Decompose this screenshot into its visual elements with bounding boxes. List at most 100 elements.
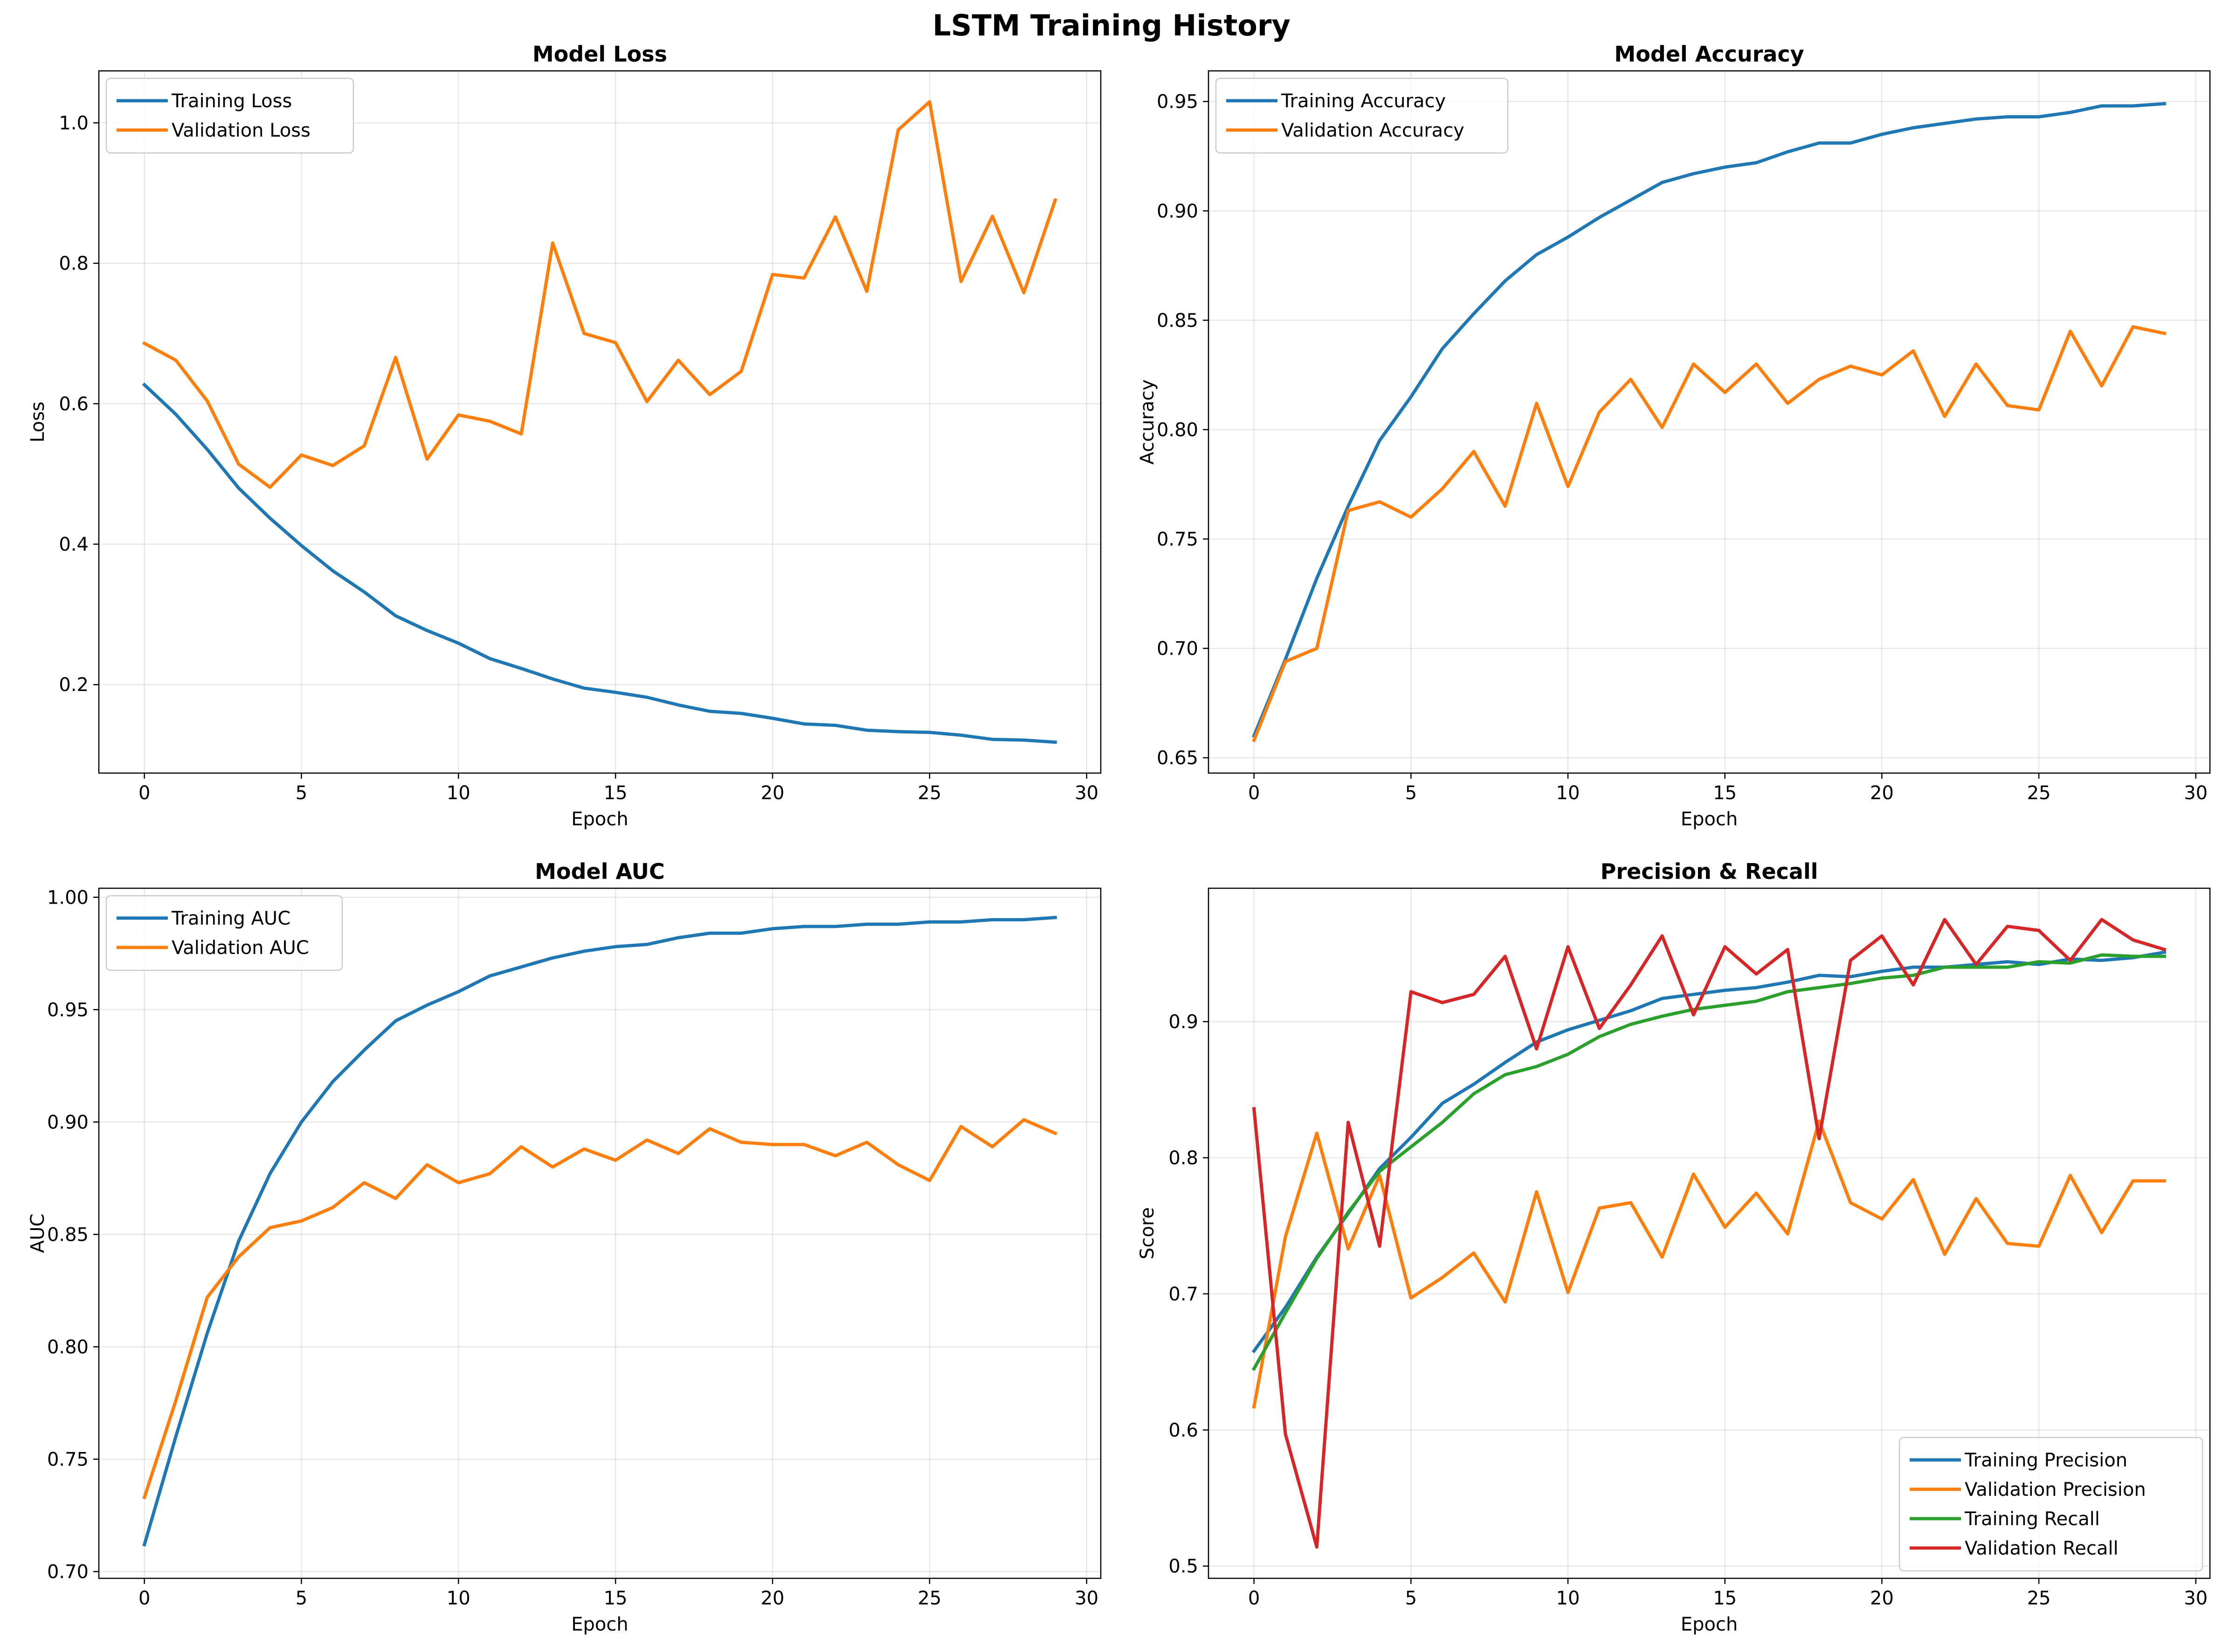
y-axis-label: AUC — [27, 1214, 48, 1253]
legend: Training Loss Validation Loss — [105, 77, 354, 154]
x-tick-label: 15 — [604, 782, 628, 804]
series-line-validation-precision — [1252, 1119, 2166, 1409]
y-tick-label: 0.70 — [47, 1562, 89, 1583]
y-tick-label: 0.75 — [1157, 529, 1198, 550]
y-tick-label: 0.70 — [1157, 638, 1198, 660]
legend-label-validation-auc: Validation AUC — [172, 937, 309, 959]
x-tick-label: 10 — [447, 782, 470, 804]
y-tick-label: 0.85 — [47, 1224, 89, 1245]
legend: Training Precision Validation Precision Tr… — [1899, 1437, 2203, 1572]
legend-label-training-precision: Training Precision — [1964, 1450, 2127, 1471]
panel-title: Precision & Recall — [1601, 859, 1818, 884]
x-tick-label: 10 — [1556, 1588, 1580, 1609]
legend: Training Accuracy Validation Accuracy — [1215, 77, 1509, 154]
x-tick-label: 25 — [2027, 782, 2051, 804]
y-tick-label: 0.9 — [1168, 1011, 1198, 1033]
x-axis-label: Epoch — [1681, 809, 1738, 830]
y-tick-label: 0.85 — [1157, 310, 1198, 332]
y-tick-label: 0.6 — [59, 394, 89, 415]
x-tick-label: 20 — [761, 1588, 785, 1609]
x-tick-label: 10 — [1556, 782, 1580, 804]
y-tick-label: 0.75 — [47, 1449, 89, 1470]
legend-label-training-auc: Training AUC — [171, 908, 290, 929]
x-tick-label: 15 — [1713, 782, 1737, 804]
plot-frame — [98, 887, 1102, 1579]
y-tick-label: 0.65 — [1157, 747, 1198, 769]
legend-label-training-loss: Training Loss — [171, 90, 292, 112]
x-tick-label: 0 — [138, 782, 150, 804]
panel-title: Model AUC — [535, 859, 665, 884]
precision-recall-panel: 0 5 10 15 20 25 30 0.5 0.6 0.7 0.8 0.9 Precision & R… — [1137, 859, 2211, 1635]
x-tick-label: 5 — [296, 782, 307, 804]
y-axis-label: Accuracy — [1137, 380, 1158, 465]
series-line-validation-accuracy — [1252, 325, 2167, 743]
y-axis-label: Loss — [27, 401, 48, 442]
x-tick-label: 25 — [918, 1588, 941, 1609]
y-tick-label: 0.4 — [59, 534, 89, 555]
x-tick-label: 0 — [1248, 782, 1260, 804]
legend-label-validation-recall: Validation Recall — [1965, 1538, 2119, 1559]
legend-label-training-accuracy: Training Accuracy — [1281, 90, 1446, 112]
y-tick-label: 0.6 — [1168, 1420, 1198, 1441]
y-tick-label: 1.0 — [59, 112, 89, 134]
x-tick-label: 15 — [1713, 1588, 1737, 1609]
x-tick-label: 30 — [1075, 1588, 1098, 1609]
series-line-validation-recall — [1252, 918, 2167, 1549]
series-line-training-recall — [1251, 953, 2166, 1371]
legend-label-validation-precision: Validation Precision — [1965, 1479, 2146, 1500]
accuracy-panel: 0 5 10 15 20 25 30 0.65 0.70 0.75 0.80 0.85 0.90 0.95… — [1137, 41, 2211, 830]
y-tick-label: 0.5 — [1168, 1556, 1198, 1577]
auc-panel: 0 5 10 15 20 25 30 0.70 0.75 0.80 0.85 0.90 0.95 1.00… — [27, 859, 1102, 1635]
panel-title: Model Loss — [532, 41, 667, 67]
legend-label-validation-accuracy: Validation Accuracy — [1281, 120, 1464, 141]
y-tick-label: 0.8 — [1168, 1147, 1198, 1169]
series-line-validation-auc — [142, 1118, 1057, 1500]
x-axis-label: Epoch — [571, 809, 628, 830]
x-tick-label: 30 — [2184, 1588, 2208, 1609]
x-tick-label: 20 — [1870, 1588, 1894, 1609]
y-tick-label: 0.95 — [1157, 91, 1198, 113]
x-tick-label: 5 — [1405, 1588, 1417, 1609]
loss-panel: 0 5 10 15 20 25 30 0.2 0.4 0.6 0.8 1.0 Model Loss Epo… — [27, 41, 1102, 830]
x-axis-label: Epoch — [571, 1614, 628, 1635]
y-tick-label: 0.80 — [1157, 419, 1198, 441]
x-tick-label: 0 — [138, 1588, 150, 1609]
x-tick-label: 5 — [296, 1588, 307, 1609]
series-line-training-accuracy — [1252, 102, 2167, 738]
legend: Training AUC Validation AUC — [105, 895, 343, 971]
y-tick-label: 0.90 — [47, 1112, 89, 1133]
x-tick-label: 25 — [2027, 1588, 2051, 1609]
legend-frame — [1899, 1437, 2203, 1572]
x-tick-label: 30 — [2184, 782, 2208, 804]
legend-label-validation-loss: Validation Loss — [172, 120, 311, 141]
y-tick-label: 0.8 — [59, 253, 89, 275]
x-tick-label: 10 — [447, 1588, 470, 1609]
x-tick-label: 25 — [918, 782, 941, 804]
figure-title: LSTM Training History — [932, 8, 1291, 42]
plot-frame — [1208, 887, 2211, 1579]
series-line-training-precision — [1251, 950, 2167, 1354]
legend-label-training-recall: Training Recall — [1964, 1508, 2100, 1530]
plot-frame — [98, 70, 1102, 774]
legend-frame — [1215, 77, 1509, 154]
y-tick-label: 0.2 — [59, 674, 89, 696]
legend-frame — [105, 77, 354, 154]
x-tick-label: 30 — [1075, 782, 1098, 804]
x-tick-label: 15 — [604, 1588, 628, 1609]
legend-frame — [105, 895, 343, 971]
y-tick-label: 0.90 — [1157, 200, 1198, 222]
x-tick-label: 20 — [1870, 782, 1894, 804]
x-tick-label: 0 — [1248, 1588, 1260, 1609]
plot-frame — [1208, 70, 2211, 774]
x-tick-label: 20 — [761, 782, 785, 804]
y-axis-label: Score — [1137, 1207, 1158, 1259]
y-tick-label: 0.95 — [47, 999, 89, 1021]
y-tick-label: 0.80 — [47, 1336, 89, 1358]
x-axis-label: Epoch — [1681, 1614, 1738, 1635]
x-tick-label: 5 — [1405, 782, 1417, 804]
series-line-training-auc — [142, 915, 1057, 1547]
y-tick-label: 0.7 — [1168, 1284, 1198, 1305]
series-line-validation-loss — [142, 100, 1057, 489]
panel-title: Model Accuracy — [1614, 41, 1804, 67]
